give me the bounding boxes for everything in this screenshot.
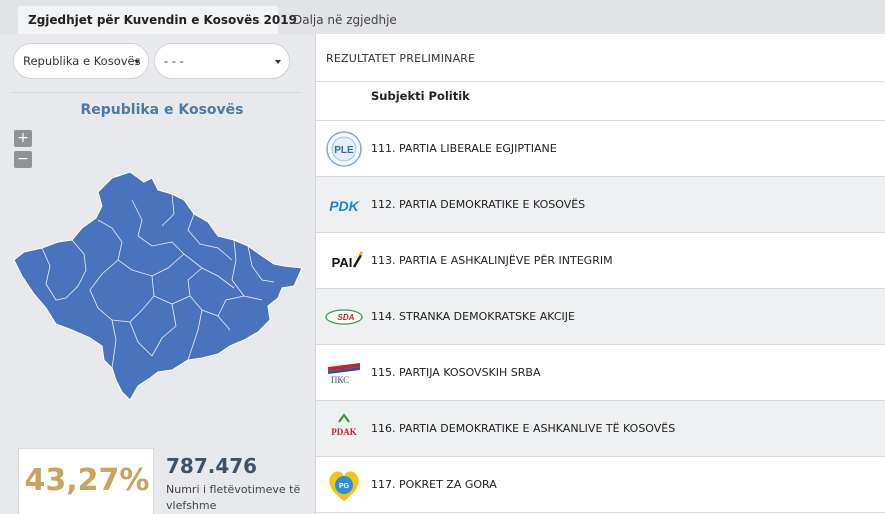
pdk-logo-text: PDK [329, 198, 359, 214]
results-panel: REZULTATET PRELIMINARE Subjekti Politik … [315, 34, 885, 514]
ple-logo-icon: PLE [326, 131, 362, 167]
ple-logo-text: PLE [334, 145, 354, 156]
sda-logo-text: SDA [338, 313, 355, 322]
pdak-logo-text: PDAK [331, 427, 357, 437]
results-title: REZULTATET PRELIMINARE [326, 52, 476, 65]
pai-logo-icon: PAI [332, 251, 364, 270]
party-row-117[interactable]: PG 117. POKRET ZA GORA [316, 457, 885, 513]
party-label: 115. PARTIJA KOSOVSKIH SRBA [371, 366, 541, 379]
party-row-115[interactable]: ПКС 115. PARTIJA KOSOVSKIH SRBA [316, 345, 885, 401]
party-row-113[interactable]: PAI 113. PARTIA E ASHKALINJËVE PËR INTEG… [316, 233, 885, 289]
zoom-out-button[interactable]: − [14, 151, 32, 168]
municipality-select[interactable]: - - - [154, 43, 290, 79]
party-label: 116. PARTIA DEMOKRATIKE E ASHKANLIVE TË … [371, 422, 676, 435]
pks-logo-icon: ПКС [328, 363, 360, 385]
pg-logo-text: PG [339, 483, 350, 490]
tab-assembly-elections[interactable]: Zgjedhjet për Kuvendin e Kosovës 2019 [18, 6, 297, 34]
party-row-112[interactable]: PDK 112. PARTIA DEMOKRATIKE E KOSOVËS [316, 177, 885, 233]
map-title: Republika e Kosovës [80, 102, 244, 118]
party-label: 114. STRANKA DEMOKRATSKE AKCIJE [371, 310, 575, 323]
pai-logo-text: PAI [332, 255, 353, 270]
region-select-value: Republika e Kosovës [23, 54, 141, 68]
chevron-down-icon [275, 60, 281, 64]
chevron-down-icon [134, 60, 140, 64]
valid-votes-count: 787.476 [166, 454, 258, 478]
left-panel: Republika e Kosovës - - - Republika e Ko… [0, 34, 314, 514]
municipality-select-value: - - - [164, 54, 184, 68]
divider [316, 81, 885, 82]
tab-bar: Zgjedhjet për Kuvendin e Kosovës 2019 Da… [0, 0, 885, 34]
party-label: 111. PARTIA LIBERALE EGJIPTIANE [371, 142, 557, 155]
pg-logo-icon: PG [329, 471, 359, 501]
zoom-in-button[interactable]: + [14, 130, 32, 147]
party-row-114[interactable]: SDA 114. STRANKA DEMOKRATSKE AKCIJE [316, 289, 885, 345]
kosovo-map[interactable] [12, 170, 304, 404]
party-row-111[interactable]: PLE 111. PARTIA LIBERALE EGJIPTIANE [316, 121, 885, 177]
divider [316, 120, 885, 121]
party-label: 113. PARTIA E ASHKALINJËVE PËR INTEGRIM [371, 254, 613, 267]
pdk-logo-icon: PDK [329, 198, 359, 214]
pdak-logo-icon: PDAK [331, 413, 357, 437]
party-label: 112. PARTIA DEMOKRATIKE E KOSOVËS [371, 198, 586, 211]
sda-logo-icon: SDA [325, 309, 363, 325]
tab-turnout[interactable]: Dalja në zgjedhje [293, 13, 397, 27]
turnout-percentage: 43,27% [24, 463, 150, 498]
valid-votes-label: Numri i fletëvotimeve të vlefshme [166, 483, 301, 512]
party-label: 117. POKRET ZA GORA [371, 478, 497, 491]
divider [12, 92, 301, 93]
region-select[interactable]: Republika e Kosovës [13, 43, 149, 79]
party-row-116[interactable]: PDAK 116. PARTIA DEMOKRATIKE E ASHKANLIV… [316, 401, 885, 457]
pks-logo-text: ПКС [331, 375, 349, 385]
column-header-party: Subjekti Politik [371, 89, 470, 103]
turnout-box: 43,27% [18, 448, 154, 514]
